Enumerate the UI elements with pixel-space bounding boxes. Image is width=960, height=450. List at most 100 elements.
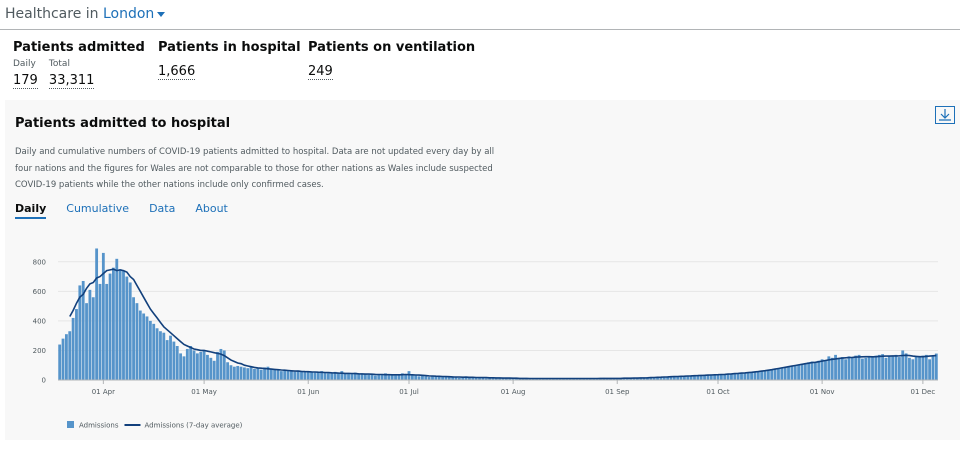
bar [931, 356, 935, 380]
tab[interactable]: Data [149, 202, 176, 215]
bar [347, 374, 350, 380]
legend-swatch [67, 421, 74, 428]
bar [793, 365, 797, 380]
bar [263, 367, 266, 380]
bar [135, 303, 139, 380]
bar [236, 365, 240, 380]
bar [400, 373, 404, 380]
bar [125, 276, 129, 380]
bar [209, 357, 213, 380]
stat-value: 179 [13, 73, 38, 89]
stat-ventilation: Patients on ventilation 249 [308, 40, 475, 80]
bar [326, 373, 330, 380]
bar [656, 377, 659, 380]
bar [394, 375, 397, 380]
bar [112, 267, 115, 380]
caret [157, 11, 166, 17]
bar [719, 374, 723, 380]
bar [155, 328, 159, 380]
bar [142, 313, 146, 380]
bar [330, 372, 334, 380]
bar [323, 372, 327, 380]
bar [105, 283, 109, 380]
bar [834, 354, 837, 380]
bar [269, 368, 273, 380]
bar [676, 376, 680, 380]
bar [128, 282, 132, 380]
bar [897, 357, 901, 380]
tab[interactable]: About [195, 202, 228, 215]
bar [357, 374, 361, 380]
bar [686, 375, 690, 380]
bar [259, 369, 263, 380]
bar [904, 353, 908, 380]
bar [377, 374, 381, 380]
legend-label: Admissions [79, 422, 119, 430]
bar [743, 372, 747, 380]
bar [266, 366, 270, 380]
x-tick-label: 01 Jul [399, 388, 419, 396]
bar [629, 378, 633, 380]
bar [800, 363, 804, 380]
bar [286, 370, 290, 380]
bar [736, 372, 740, 380]
chart: 0 200 400 600 800 01 Apr 01 May 01 Jun 01 Jul 01 … [33, 248, 938, 430]
bar [431, 376, 434, 380]
bar [249, 366, 253, 380]
bar [746, 372, 750, 380]
bar [159, 331, 162, 380]
download-button[interactable] [935, 106, 955, 124]
bar [85, 303, 88, 380]
bar [410, 374, 414, 380]
bar [316, 371, 320, 380]
bar [98, 283, 102, 380]
bar [730, 374, 733, 380]
bar [810, 361, 814, 380]
bar [363, 374, 367, 380]
bar [444, 376, 448, 380]
bar [421, 375, 424, 380]
bar [652, 377, 656, 380]
bar [871, 357, 874, 380]
bar [541, 378, 545, 380]
bar [283, 369, 287, 380]
bar [894, 354, 898, 380]
bar [468, 377, 471, 380]
bar [175, 346, 179, 380]
bar [884, 357, 888, 380]
tab[interactable]: Daily [15, 202, 47, 219]
bar [91, 297, 95, 380]
bar [914, 356, 918, 380]
bar [535, 378, 539, 380]
location-name[interactable]: London [102, 6, 155, 22]
bar [64, 334, 68, 380]
header-title: Healthcare in [5, 6, 99, 22]
bar [874, 355, 878, 380]
bar [179, 353, 183, 380]
bar [68, 331, 72, 380]
bar [484, 378, 488, 380]
location-header: Healthcare in London [5, 6, 166, 22]
bar [861, 358, 864, 380]
stat-label: Total [48, 59, 70, 69]
bar [797, 364, 801, 380]
bar [239, 366, 243, 380]
y-tick-label: 600 [33, 288, 46, 296]
bar [807, 362, 811, 380]
bar [840, 357, 844, 380]
bar [612, 378, 616, 380]
bar [625, 378, 629, 380]
bar [454, 377, 458, 380]
bar [246, 368, 250, 380]
tab[interactable]: Cumulative [66, 202, 130, 215]
bar [447, 377, 451, 380]
bar [212, 360, 216, 380]
bar [232, 366, 236, 380]
bar [370, 374, 374, 380]
bar [511, 378, 515, 380]
location-select[interactable]: London [102, 6, 166, 22]
stat-title: Patients in hospital [158, 40, 301, 55]
tabs: Daily Cumulative Data About [15, 202, 248, 219]
stat-label: Daily [13, 59, 36, 69]
bar [313, 372, 317, 380]
